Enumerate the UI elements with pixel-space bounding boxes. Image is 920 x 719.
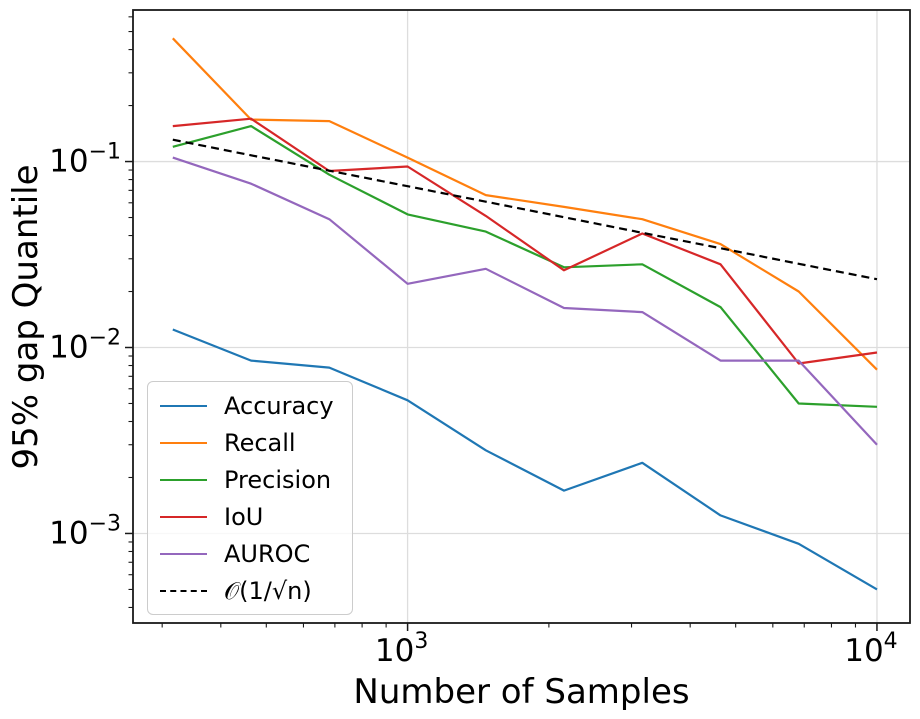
series-line-precision [172, 125, 878, 408]
y-tick-label: 10−1 [49, 140, 121, 180]
legend-line-sample-icon [160, 552, 207, 555]
x-tick-label: 103 [375, 629, 428, 669]
y-tick-label: 10−2 [49, 326, 121, 366]
series-line-accuracy [172, 328, 878, 591]
legend-item-label: Accuracy [224, 391, 334, 420]
series-line-auroc [172, 156, 878, 446]
legend-item: Accuracy [160, 387, 340, 424]
legend-item: AUROC [160, 535, 340, 572]
legend-line-sample-icon [160, 589, 207, 592]
y-tick-label: 10−3 [49, 511, 121, 551]
legend-item-label: Precision [224, 465, 332, 494]
legend-line-sample-icon [160, 441, 207, 444]
legend-item-label: IoU [224, 502, 264, 531]
legend: Accuracy Recall Precision IoU AUROC 𝒪(1/√n) [147, 381, 353, 615]
legend-item: 𝒪(1/√n) [160, 572, 340, 609]
legend-line-sample-icon [160, 404, 207, 407]
plot-border [132, 9, 911, 624]
y-axis-label: 95% gap Quantile [6, 164, 46, 470]
legend-line-sample-icon [160, 478, 207, 481]
legend-item-label: AUROC [224, 539, 311, 568]
series-line-recall [172, 37, 878, 371]
series-line-iou [172, 117, 878, 365]
x-tick-label: 104 [844, 629, 897, 669]
legend-item-label: Recall [224, 428, 296, 457]
legend-item: Recall [160, 424, 340, 461]
series-line-big-o-bound [172, 138, 878, 281]
legend-item: Precision [160, 461, 340, 498]
legend-item: IoU [160, 498, 340, 535]
x-axis-label: Number of Samples [353, 672, 690, 712]
legend-line-sample-icon [160, 515, 207, 518]
legend-item-label: 𝒪(1/√n) [224, 576, 312, 605]
